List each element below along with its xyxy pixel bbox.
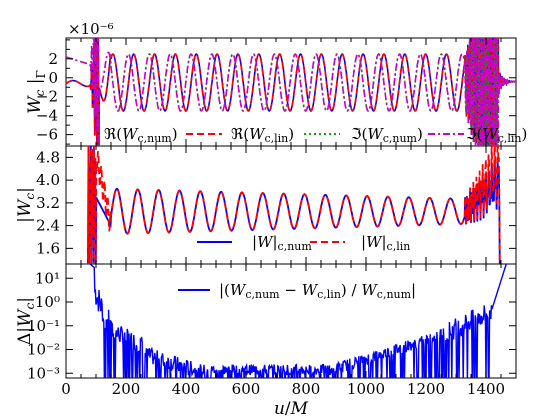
middle-series-0 bbox=[87, 146, 501, 264]
top-series-3 bbox=[66, 38, 516, 146]
ytick-label-bottom: 10⁻¹ bbox=[27, 317, 60, 335]
middle-legend: |W|c,num |W|c,lin bbox=[197, 233, 410, 253]
xtick-label: 1200 bbox=[407, 380, 445, 398]
axis-ticks bbox=[65, 38, 517, 378]
ytick-label-middle: 4.0 bbox=[36, 171, 60, 189]
top-scale-label: ×10⁻⁶ bbox=[68, 20, 114, 38]
axis-tick-labels: 0 200 400 600 800 1000 1200 1400−6−4−2021.62.43… bbox=[27, 50, 505, 398]
middle-series-1 bbox=[87, 146, 501, 264]
ytick-label-middle: 3.2 bbox=[36, 194, 60, 212]
xtick-label: 0 bbox=[61, 380, 71, 398]
ytick-label-middle: 1.6 bbox=[36, 239, 60, 257]
legend-label-im-num: ℑ(Wc,num) bbox=[351, 125, 423, 145]
bottom-series-0 bbox=[88, 264, 507, 378]
legend-label-abs-lin: |W|c,lin bbox=[361, 233, 410, 253]
ytick-label-bottom: 10¹ bbox=[35, 269, 60, 287]
middle-panel-series bbox=[87, 146, 501, 264]
ytick-label-top: 0 bbox=[48, 69, 58, 87]
legend-label-re-lin: ℜ(Wc,lin) bbox=[231, 125, 294, 145]
xtick-label: 800 bbox=[292, 380, 321, 398]
ytick-label-middle: 2.4 bbox=[36, 217, 60, 235]
ytick-label-bottom: 10⁰ bbox=[35, 293, 60, 311]
top-series-1 bbox=[66, 38, 516, 146]
xtick-label: 1000 bbox=[347, 380, 385, 398]
xtick-label: 600 bbox=[232, 380, 261, 398]
ytick-label-top: −2 bbox=[36, 88, 58, 106]
top-legend: ℜ(Wc,num) ℜ(Wc,lin) ℑ(Wc,num) ℑ(Wc,lin) bbox=[104, 125, 527, 145]
bottom-legend: |(Wc,num − Wc,lin) / Wc,num| bbox=[178, 281, 416, 301]
top-panel-series bbox=[66, 38, 516, 146]
ytick-label-top: −4 bbox=[36, 107, 58, 125]
bottom-xlabel: u/M bbox=[274, 399, 309, 419]
ytick-label-top: 2 bbox=[48, 50, 58, 68]
top-ylabel: Wc |Γ bbox=[25, 70, 48, 114]
legend-label-re-num: ℜ(Wc,num) bbox=[104, 125, 178, 145]
legend-label-im-lin: ℑ(Wc,lin) bbox=[466, 125, 527, 145]
middle-ylabel: |Wc| bbox=[15, 187, 37, 223]
ytick-label-middle: 4.8 bbox=[36, 148, 60, 166]
xtick-label: 400 bbox=[172, 380, 201, 398]
legend-label-abs-num: |W|c,num bbox=[252, 233, 312, 253]
bottom-ylabel: Δ|Wc| bbox=[15, 297, 37, 345]
ytick-label-bottom: 10⁻² bbox=[27, 341, 60, 359]
bottom-panel-series bbox=[88, 264, 507, 378]
xtick-label: 1400 bbox=[467, 380, 505, 398]
ytick-label-top: −6 bbox=[36, 126, 58, 144]
xtick-label: 200 bbox=[112, 380, 141, 398]
ytick-label-bottom: 10⁻³ bbox=[27, 364, 60, 382]
legend-label-rel-diff: |(Wc,num − Wc,lin) / Wc,num| bbox=[219, 281, 416, 301]
